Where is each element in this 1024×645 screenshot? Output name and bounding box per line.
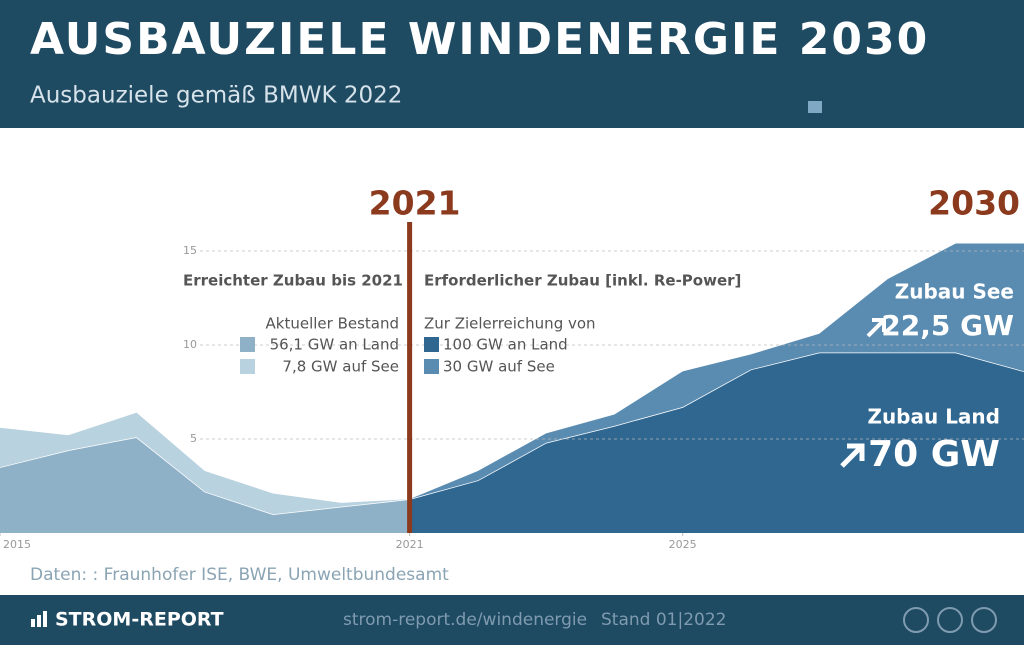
legend-title: Aktueller Bestand bbox=[266, 315, 400, 333]
callout-label: Zubau See bbox=[895, 280, 1014, 304]
plot: 5 10 15 2015 2021 2025 2021 2030 bbox=[0, 184, 1024, 551]
footer-stand: Stand 01|2022 bbox=[601, 610, 726, 630]
area-before bbox=[0, 437, 410, 533]
x-tick-label: 2021 bbox=[396, 538, 424, 551]
legend-swatch bbox=[424, 359, 439, 374]
y-tick-label: 10 bbox=[183, 338, 197, 351]
legend-label: 100 GW an Land bbox=[443, 336, 568, 354]
title: AUSBAUZIELE WINDENERGIE 2030 bbox=[30, 14, 929, 65]
y-tick-label: 5 bbox=[190, 432, 197, 445]
legends: Aktueller Bestand 56,1 GW an Land 7,8 GW a… bbox=[240, 315, 596, 376]
footer-url: strom-report.de/windenergie bbox=[343, 610, 587, 630]
area-before bbox=[0, 412, 410, 515]
header-bg bbox=[0, 0, 1024, 128]
source: Daten: : Fraunhofer ISE, BWE, Umweltbund… bbox=[30, 565, 449, 585]
subtitle: Ausbauziele gemäß BMWK 2022 bbox=[30, 83, 402, 109]
callout-value: 70 GW bbox=[868, 434, 1000, 475]
legend-label: 7,8 GW auf See bbox=[282, 358, 399, 376]
year-label: 2030 bbox=[928, 184, 1020, 223]
brand-icon bbox=[31, 611, 47, 627]
legend-title: Zur Zielerreichung von bbox=[424, 315, 596, 333]
legend-label: 30 GW auf See bbox=[443, 358, 555, 376]
footer-bg bbox=[0, 595, 1024, 645]
legend-label: 56,1 GW an Land bbox=[270, 336, 399, 354]
right-heading: Erforderlicher Zubau [inkl. Re-Power] bbox=[424, 272, 741, 290]
x-tick-label: 2015 bbox=[3, 538, 31, 551]
callout-value: 22,5 GW bbox=[881, 309, 1014, 342]
arrow-icon bbox=[840, 443, 865, 468]
legend-swatch bbox=[240, 359, 255, 374]
year-label: 2021 bbox=[369, 184, 461, 223]
area-after bbox=[409, 352, 1024, 533]
left-heading: Erreichter Zubau bis 2021 bbox=[183, 272, 403, 290]
legend-swatch bbox=[424, 337, 439, 352]
arrow-icon bbox=[866, 318, 886, 338]
license-icons bbox=[903, 607, 997, 633]
x-tick-label: 2025 bbox=[669, 538, 697, 551]
legend-swatch bbox=[240, 337, 255, 352]
y-tick-label: 15 bbox=[183, 244, 197, 257]
area-after bbox=[409, 243, 1024, 500]
header-deco bbox=[808, 101, 822, 113]
divider bbox=[407, 222, 413, 533]
brand: STROM-REPORT bbox=[55, 609, 224, 631]
callout-label: Zubau Land bbox=[867, 405, 1000, 429]
